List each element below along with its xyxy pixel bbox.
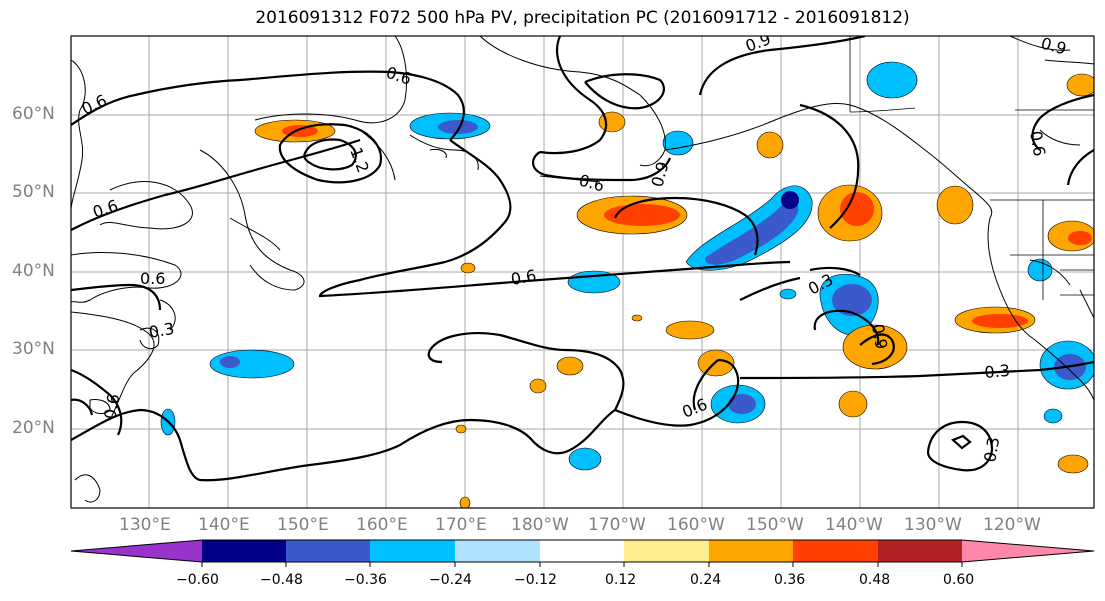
contour-label: 0.6 [509,266,537,289]
precip-positive-region [529,378,547,394]
colorbar-tick-label: 0.12 [605,572,637,588]
colorbar-tick-label: −0.48 [260,572,303,588]
colorbar-segment [878,540,962,562]
lon-label: 120°W [983,515,1041,535]
colorbar-segment [540,540,624,562]
colorbar-tick-label: −0.24 [429,572,472,588]
colorbar-tick-label: 0.24 [690,572,722,588]
precip-positive-region [460,262,476,274]
precip-positive-region [1066,73,1094,97]
lon-label: 150°E [277,515,329,535]
contour-label: 0.9 [1039,34,1069,59]
precip-negative-core [728,394,756,414]
precip-negative-core [438,120,478,134]
lon-label: 130°E [119,515,171,535]
colorbar-ticks [201,562,963,567]
precip-positive-region [455,424,467,434]
lon-label: 170°W [588,515,646,535]
colorbar-tick-label: −0.60 [176,572,219,588]
precip-positive-region [459,496,471,508]
precip-positive-core [840,192,874,226]
colorbar-segment [286,540,370,562]
contour-label: 0.3 [980,435,1003,463]
precip-negative-core [832,284,872,316]
lon-label: 160°W [667,515,725,535]
lat-label: 50°N [12,182,55,202]
precip-negative-region [866,61,918,99]
colorbar [70,539,1095,567]
precip-positive-region [556,356,584,376]
precip-positive-region [756,131,784,159]
precip-negative-region [1043,408,1063,424]
colorbar-segment [709,540,793,562]
precip-negative-core [704,200,799,265]
precip-negative-core [220,356,240,368]
precip-negative-region [779,288,797,300]
political-borders [849,36,1094,300]
colorbar-tick-label: −0.12 [514,572,557,588]
lat-label: 30°N [12,339,55,359]
lon-label: 140°W [825,515,883,535]
lat-label: 40°N [12,261,55,281]
colorbar-segment [624,540,709,562]
precip-positive-region [842,324,908,370]
lat-label: 20°N [12,418,55,438]
precip-positive-region [936,185,974,225]
map-title: 2016091312 F072 500 hPa PV, precipitatio… [255,8,910,28]
precip-positive-region [631,314,643,322]
colorbar-segment [370,540,455,562]
colorbar-tick-label: 0.60 [943,572,975,588]
map-border [70,35,1095,509]
precip-negative-region [568,447,602,471]
lat-label: 60°N [12,104,55,124]
precip-negative-region [662,130,694,156]
coastlines [71,36,1094,503]
colorbar-tick-label: 0.36 [774,572,806,588]
precip-positive-region [665,320,715,340]
colorbar-tick-label: 0.48 [859,572,891,588]
colorbar-segment [455,540,540,562]
precip-positive-region [838,390,868,418]
lon-label: 130°W [904,515,962,535]
colorbar-extend-low [71,540,202,562]
precip-positive-region [1057,454,1089,474]
lon-label: 170°E [435,515,487,535]
precip-shading [160,61,1094,508]
lon-label: 180°W [511,515,569,535]
contour-label: 0.3 [984,361,1011,382]
colorbar-extend-high [962,540,1094,562]
lon-label: 140°E [198,515,250,535]
contour-label: 0.6 [1026,129,1049,157]
contour-label: 0.6 [100,392,123,420]
lon-label: 160°E [356,515,408,535]
contour-label: 0.9 [868,322,891,350]
lon-label: 150°W [746,515,804,535]
precip-positive-core [1068,231,1092,245]
pv-contours [71,36,1094,482]
contour-label: 0.3 [147,319,175,342]
precip-negative-max [781,191,799,209]
colorbar-tick-label: −0.36 [344,572,387,588]
contour-label: 0.6 [140,269,165,288]
colorbar-segment [793,540,878,562]
colorbar-segment [202,540,286,562]
